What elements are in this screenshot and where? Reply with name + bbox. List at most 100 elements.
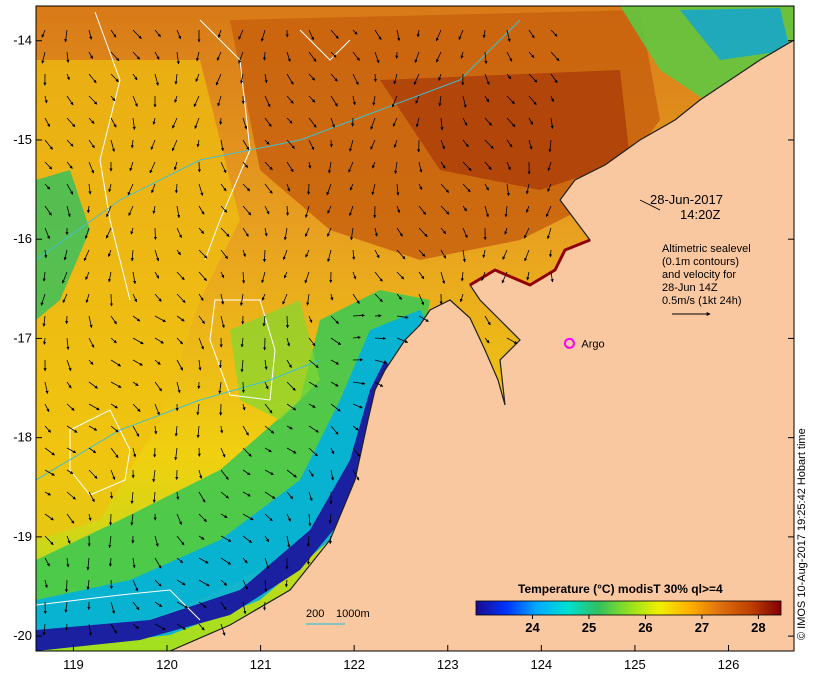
velocity-arrow (66, 513, 75, 524)
velocity-arrow (391, 95, 398, 108)
velocity-arrow (88, 29, 93, 40)
velocity-arrow (413, 73, 420, 86)
velocity-arrow (110, 359, 122, 367)
velocity-arrow (352, 73, 359, 86)
velocity-arrow (330, 337, 342, 346)
velocity-arrow (66, 447, 77, 454)
velocity-arrow (176, 271, 185, 281)
velocity-arrow (308, 29, 314, 41)
velocity-arrow (154, 359, 161, 365)
latitude-tick-label: -20 (13, 628, 32, 643)
velocity-arrow (326, 183, 332, 196)
velocity-arrow (110, 139, 115, 153)
velocity-arrow (484, 51, 488, 65)
velocity-arrow (374, 293, 383, 303)
velocity-arrow (176, 535, 185, 546)
velocity-arrow (242, 183, 251, 192)
velocity-arrow (330, 73, 338, 82)
velocity-arrow (220, 249, 228, 260)
velocity-arrow (330, 425, 339, 435)
velocity-arrow (132, 271, 137, 285)
velocity-arrow (220, 315, 225, 329)
velocity-arrow (330, 469, 335, 481)
velocity-arrow (418, 249, 426, 257)
velocity-arrow (110, 425, 119, 433)
velocity-arrow (352, 249, 356, 260)
colorbar-tick-label: 25 (582, 620, 596, 635)
velocity-arrow (176, 579, 186, 586)
velocity-arrow (44, 139, 53, 150)
velocity-arrow (176, 491, 180, 500)
velocity-arrow (242, 205, 252, 216)
velocity-arrow (396, 271, 405, 280)
velocity-arrow (372, 95, 376, 106)
velocity-arrow (44, 535, 54, 546)
velocity-arrow (108, 183, 112, 193)
velocity-arrow (127, 183, 134, 196)
velocity-arrow (418, 315, 429, 322)
velocity-arrow (198, 337, 204, 350)
velocity-arrow (352, 51, 360, 61)
velocity-arrow (506, 51, 513, 62)
velocity-arrow (396, 315, 409, 319)
velocity-arrow (349, 205, 354, 217)
velocity-arrow (174, 425, 178, 437)
velocity-arrow (264, 205, 270, 215)
velocity-arrow (352, 293, 360, 304)
shelf-green-band (36, 290, 430, 640)
velocity-arrow (264, 139, 270, 145)
velocity-arrow (330, 403, 341, 412)
argo-float-marker[interactable] (563, 337, 575, 349)
velocity-arrow (132, 293, 137, 303)
velocity-arrow (308, 403, 316, 408)
velocity-arrow (304, 271, 310, 284)
depth-contour-200 (36, 19, 521, 261)
velocity-arrow (550, 73, 558, 84)
velocity-arrow (528, 29, 535, 39)
velocity-arrow (308, 95, 316, 103)
velocity-arrow (149, 161, 156, 174)
latitude-tick-label: -15 (13, 132, 32, 147)
velocity-arrow (44, 425, 52, 433)
velocity-arrow (132, 73, 138, 81)
velocity-arrow (217, 95, 222, 107)
velocity-arrow (88, 359, 94, 365)
sealevel-contour (299, 29, 351, 61)
velocity-arrow (286, 161, 294, 173)
velocity-arrow (176, 249, 181, 256)
longitude-tick-label: 123 (437, 657, 459, 672)
velocity-arrow (370, 117, 376, 130)
velocity-arrow (352, 29, 358, 35)
velocity-arrow (374, 51, 380, 64)
velocity-arrow (66, 51, 70, 63)
velocity-arrow (546, 227, 552, 240)
velocity-arrow (220, 447, 226, 458)
velocity-arrow (285, 315, 290, 329)
velocity-arrow (286, 535, 291, 548)
velocity-arrow (349, 183, 354, 191)
velocity-arrow (66, 491, 76, 500)
longitude-tick-label: 119 (63, 657, 84, 672)
velocity-arrow (371, 183, 376, 196)
velocity-arrow (198, 249, 208, 259)
velocity-arrow (218, 359, 223, 369)
longitude-tick-label: 121 (250, 657, 272, 672)
velocity-arrow (242, 491, 251, 497)
velocity-arrow (220, 491, 229, 499)
latitude-tick-label: -18 (13, 430, 32, 445)
velocity-arrow (109, 513, 113, 526)
velocity-arrow (198, 359, 202, 371)
velocity-arrow (242, 227, 249, 237)
velocity-arrow (198, 315, 205, 324)
velocity-arrow (220, 293, 225, 305)
velocity-arrow (152, 469, 156, 483)
colorbar-tick-label: 24 (525, 620, 540, 635)
colorbar-tick-label: 27 (695, 620, 709, 635)
velocity-arrow (436, 51, 442, 63)
velocity-arrow (484, 161, 492, 170)
velocity-arrow (108, 557, 113, 567)
velocity-arrow (66, 469, 74, 474)
velocity-arrow (132, 557, 136, 569)
velocity-arrow (306, 557, 311, 565)
velocity-arrow (154, 623, 166, 631)
